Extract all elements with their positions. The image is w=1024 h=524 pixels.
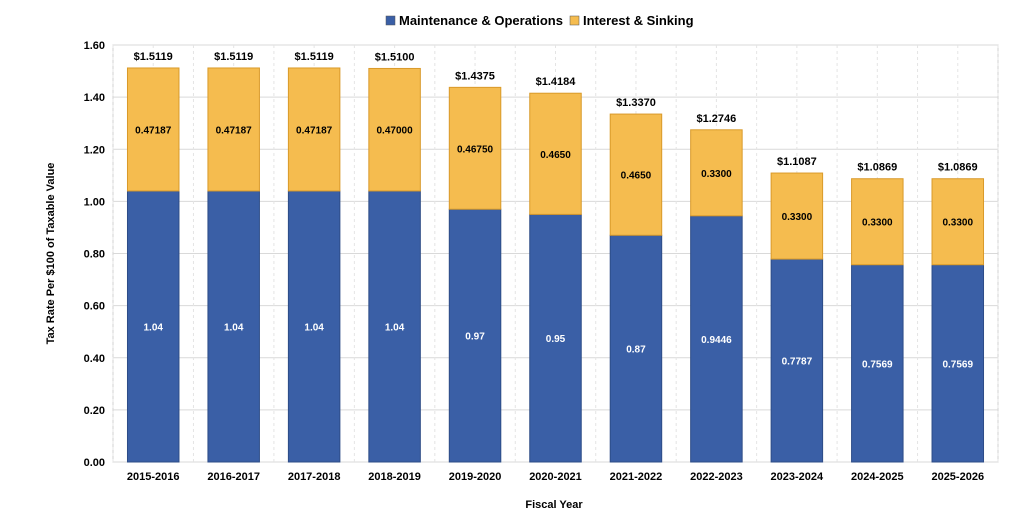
- data-label-interest-sinking: 0.47000: [377, 126, 414, 137]
- data-label-total: $1.0869: [857, 162, 897, 174]
- data-label-maintenance-operations: 0.7569: [862, 359, 893, 370]
- data-label-interest-sinking: 0.3300: [862, 218, 893, 229]
- bar-maintenance-operations: [690, 215, 743, 463]
- bar-interest-sinking: [126, 67, 180, 192]
- data-label-maintenance-operations: 0.7787: [782, 357, 813, 368]
- data-label-interest-sinking: 0.4650: [540, 150, 571, 161]
- legend: Maintenance & Operations Interest & Sinki…: [385, 13, 694, 28]
- legend-swatch: [385, 15, 396, 26]
- bar-interest-sinking: [529, 92, 582, 215]
- x-tick-label: 2022-2023: [690, 471, 743, 483]
- data-label-total: $1.0869: [938, 162, 978, 174]
- bar-interest-sinking: [770, 172, 824, 260]
- data-label-total: $1.5119: [134, 51, 173, 63]
- data-label-total: $1.5100: [375, 51, 415, 63]
- data-label-total: $1.2746: [697, 113, 737, 125]
- bar-interest-sinking: [931, 178, 985, 266]
- x-tick-label: 2021-2022: [610, 471, 663, 483]
- bars: [126, 67, 985, 463]
- legend-label: Maintenance & Operations: [399, 13, 563, 28]
- bar-interest-sinking: [207, 67, 260, 192]
- bar-interest-sinking: [851, 178, 904, 266]
- x-tick-label: 2024-2025: [851, 471, 904, 483]
- x-tick-label: 2016-2017: [207, 471, 260, 483]
- bar-maintenance-operations: [368, 190, 421, 463]
- data-label-interest-sinking: 0.3300: [701, 169, 732, 180]
- bar-interest-sinking: [448, 86, 502, 210]
- x-tick-label: 2025-2026: [931, 471, 984, 483]
- data-label-interest-sinking: 0.47187: [216, 125, 253, 136]
- data-label-maintenance-operations: 0.87: [626, 345, 646, 356]
- data-label-interest-sinking: 0.3300: [942, 218, 973, 229]
- data-label-interest-sinking: 0.46750: [457, 144, 494, 155]
- data-label-total: $1.5119: [214, 51, 253, 63]
- bar-maintenance-operations: [851, 264, 904, 463]
- data-label-total: $1.4375: [455, 70, 495, 82]
- y-tick-label: 1.20: [84, 144, 105, 156]
- bar-maintenance-operations: [448, 208, 502, 463]
- x-tick-label: 2023-2024: [771, 471, 824, 483]
- y-tick-label: 1.00: [84, 196, 105, 208]
- bar-maintenance-operations: [126, 190, 180, 463]
- data-label-interest-sinking: 0.47187: [135, 125, 172, 136]
- data-label-interest-sinking: 0.4650: [621, 171, 652, 182]
- data-label-maintenance-operations: 0.97: [465, 332, 485, 343]
- x-axis-title: Fiscal Year: [525, 499, 583, 511]
- data-label-maintenance-operations: 1.04: [224, 322, 244, 333]
- axes: 0.00 0.20 0.40 0.60 0.80 1.00 1.20 1.40 1.60 2015…: [45, 40, 984, 511]
- data-label-maintenance-operations: 1.04: [143, 322, 163, 333]
- bar-maintenance-operations: [931, 264, 985, 463]
- data-labels: 1.04 0.47187 $1.5119 1.04 0.47187 $1.5119 1.04…: [134, 51, 978, 370]
- y-tick-label: 0.80: [84, 249, 105, 261]
- x-tick-label: 2015-2016: [127, 471, 180, 483]
- bar-interest-sinking: [690, 129, 743, 217]
- y-tick-label: 1.40: [84, 92, 105, 104]
- y-tick-label: 0.40: [84, 353, 105, 365]
- y-tick-label: 0.20: [84, 405, 105, 417]
- data-label-total: $1.5119: [295, 51, 334, 63]
- data-label-maintenance-operations: 0.7569: [942, 359, 973, 370]
- bar-interest-sinking: [287, 67, 341, 192]
- x-tick-label: 2020-2021: [529, 471, 582, 483]
- legend-swatch: [569, 15, 580, 26]
- y-axis-title: Tax Rate Per $100 of Taxable Value: [45, 163, 57, 345]
- y-tick-label: 0.60: [84, 301, 105, 313]
- x-tick-label: 2017-2018: [288, 471, 341, 483]
- data-label-interest-sinking: 0.3300: [782, 212, 813, 223]
- bar-interest-sinking: [368, 67, 421, 192]
- data-label-total: $1.3370: [616, 97, 656, 109]
- bar-maintenance-operations: [609, 234, 663, 463]
- data-label-maintenance-operations: 0.95: [546, 334, 566, 345]
- bar-maintenance-operations: [287, 190, 341, 463]
- data-label-maintenance-operations: 1.04: [304, 322, 324, 333]
- y-tick-label: 1.60: [84, 40, 105, 52]
- data-label-maintenance-operations: 0.9446: [701, 335, 732, 346]
- bar-interest-sinking: [609, 113, 663, 236]
- y-tick-label: 0.00: [84, 457, 105, 469]
- x-tick-label: 2018-2019: [368, 471, 421, 483]
- data-label-maintenance-operations: 1.04: [385, 322, 405, 333]
- data-label-interest-sinking: 0.47187: [296, 125, 333, 136]
- x-tick-label: 2019-2020: [449, 471, 502, 483]
- legend-label: Interest & Sinking: [583, 13, 694, 28]
- data-label-total: $1.1087: [777, 156, 817, 168]
- bar-maintenance-operations: [529, 213, 582, 463]
- data-label-total: $1.4184: [536, 76, 577, 88]
